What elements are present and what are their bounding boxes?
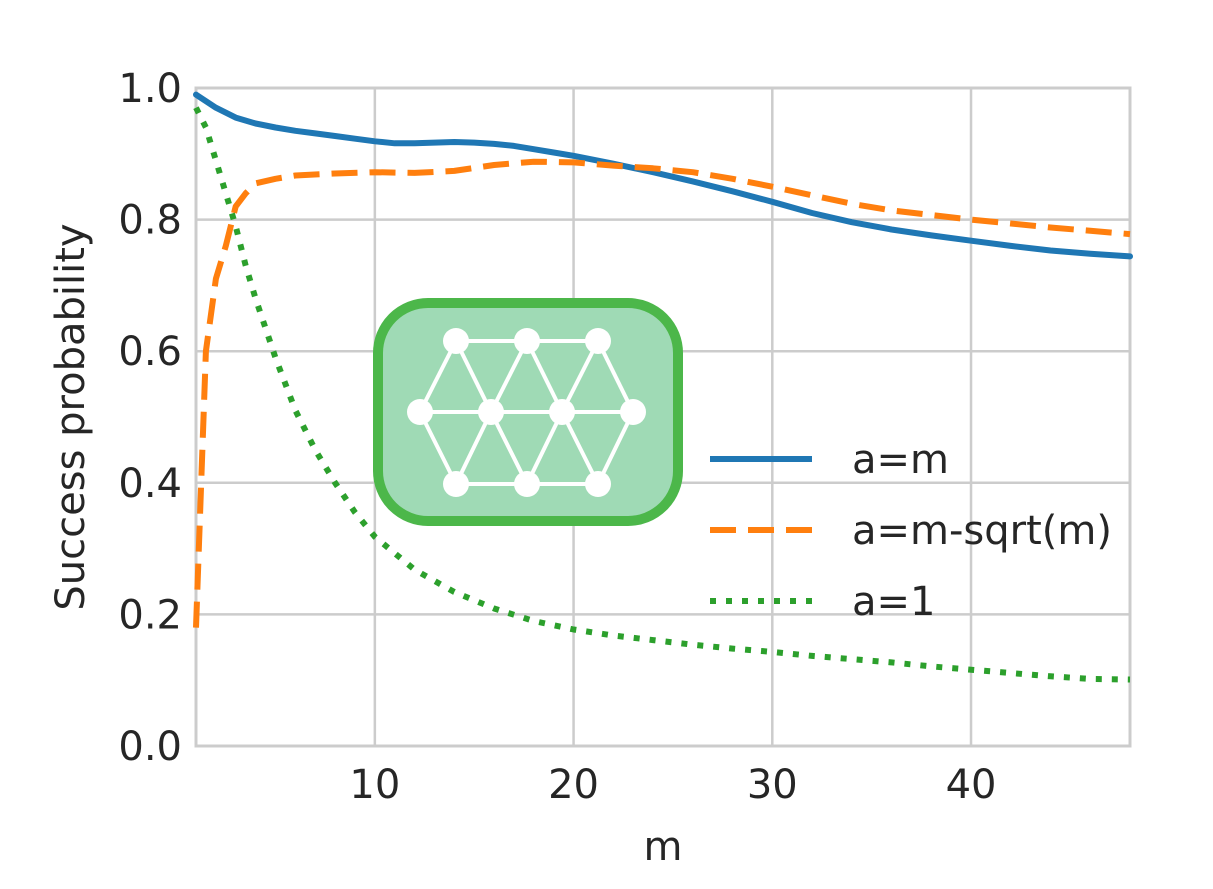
y-tick-labels: 0.0 0.2 0.4 0.6 0.8 1.0: [118, 66, 182, 770]
y-tick-label: 0.8: [118, 198, 182, 244]
x-tick-labels: 10 20 30 40: [349, 762, 996, 808]
logo-node: [514, 328, 540, 354]
x-tick-label: 30: [747, 762, 798, 808]
logo-edge: [525, 411, 564, 485]
logo-edge: [560, 411, 600, 485]
logo-node: [407, 399, 433, 425]
logo-node: [620, 399, 646, 425]
y-tick-label: 0.2: [118, 592, 182, 638]
x-axis-label: m: [644, 824, 683, 870]
series-line-2: [193, 158, 1131, 628]
logo-edge: [418, 340, 458, 413]
legend-label: a=1: [852, 579, 935, 625]
x-tick-label: 40: [946, 762, 997, 808]
logo-edge: [454, 411, 493, 485]
logo-node: [514, 471, 540, 497]
x-tick-label: 20: [548, 762, 599, 808]
legend-label: a=m: [852, 437, 949, 483]
legend: a=m a=m-sqrt(m) a=1: [710, 437, 1112, 625]
series-lines: [193, 91, 1133, 683]
logo-edge: [418, 411, 458, 485]
series-line-3: [193, 106, 1131, 683]
logo-edge: [454, 340, 493, 413]
series-line-1: [193, 91, 1133, 260]
logo-node: [443, 328, 469, 354]
logo-node: [549, 399, 575, 425]
logo-edge: [560, 340, 600, 413]
logo-edge: [596, 340, 635, 413]
logo-edge: [489, 340, 529, 413]
logo-node: [585, 328, 611, 354]
x-tick-label: 10: [349, 762, 400, 808]
axes-frame: [194, 86, 1132, 748]
axes-border: [194, 86, 1132, 748]
logo-edge: [525, 340, 564, 413]
y-tick-label: 0.0: [118, 724, 182, 770]
triangular-lattice-logo: [373, 298, 683, 526]
logo-edge: [596, 411, 635, 485]
legend-label: a=m-sqrt(m): [852, 508, 1112, 554]
logo-edge: [489, 411, 529, 485]
y-tick-label: 0.4: [118, 461, 182, 507]
logo-node: [585, 471, 611, 497]
logo-node: [443, 471, 469, 497]
y-tick-label: 1.0: [118, 66, 182, 112]
y-tick-label: 0.6: [118, 329, 182, 375]
logo-node: [478, 399, 504, 425]
y-axis-label: Success probability: [48, 223, 94, 610]
